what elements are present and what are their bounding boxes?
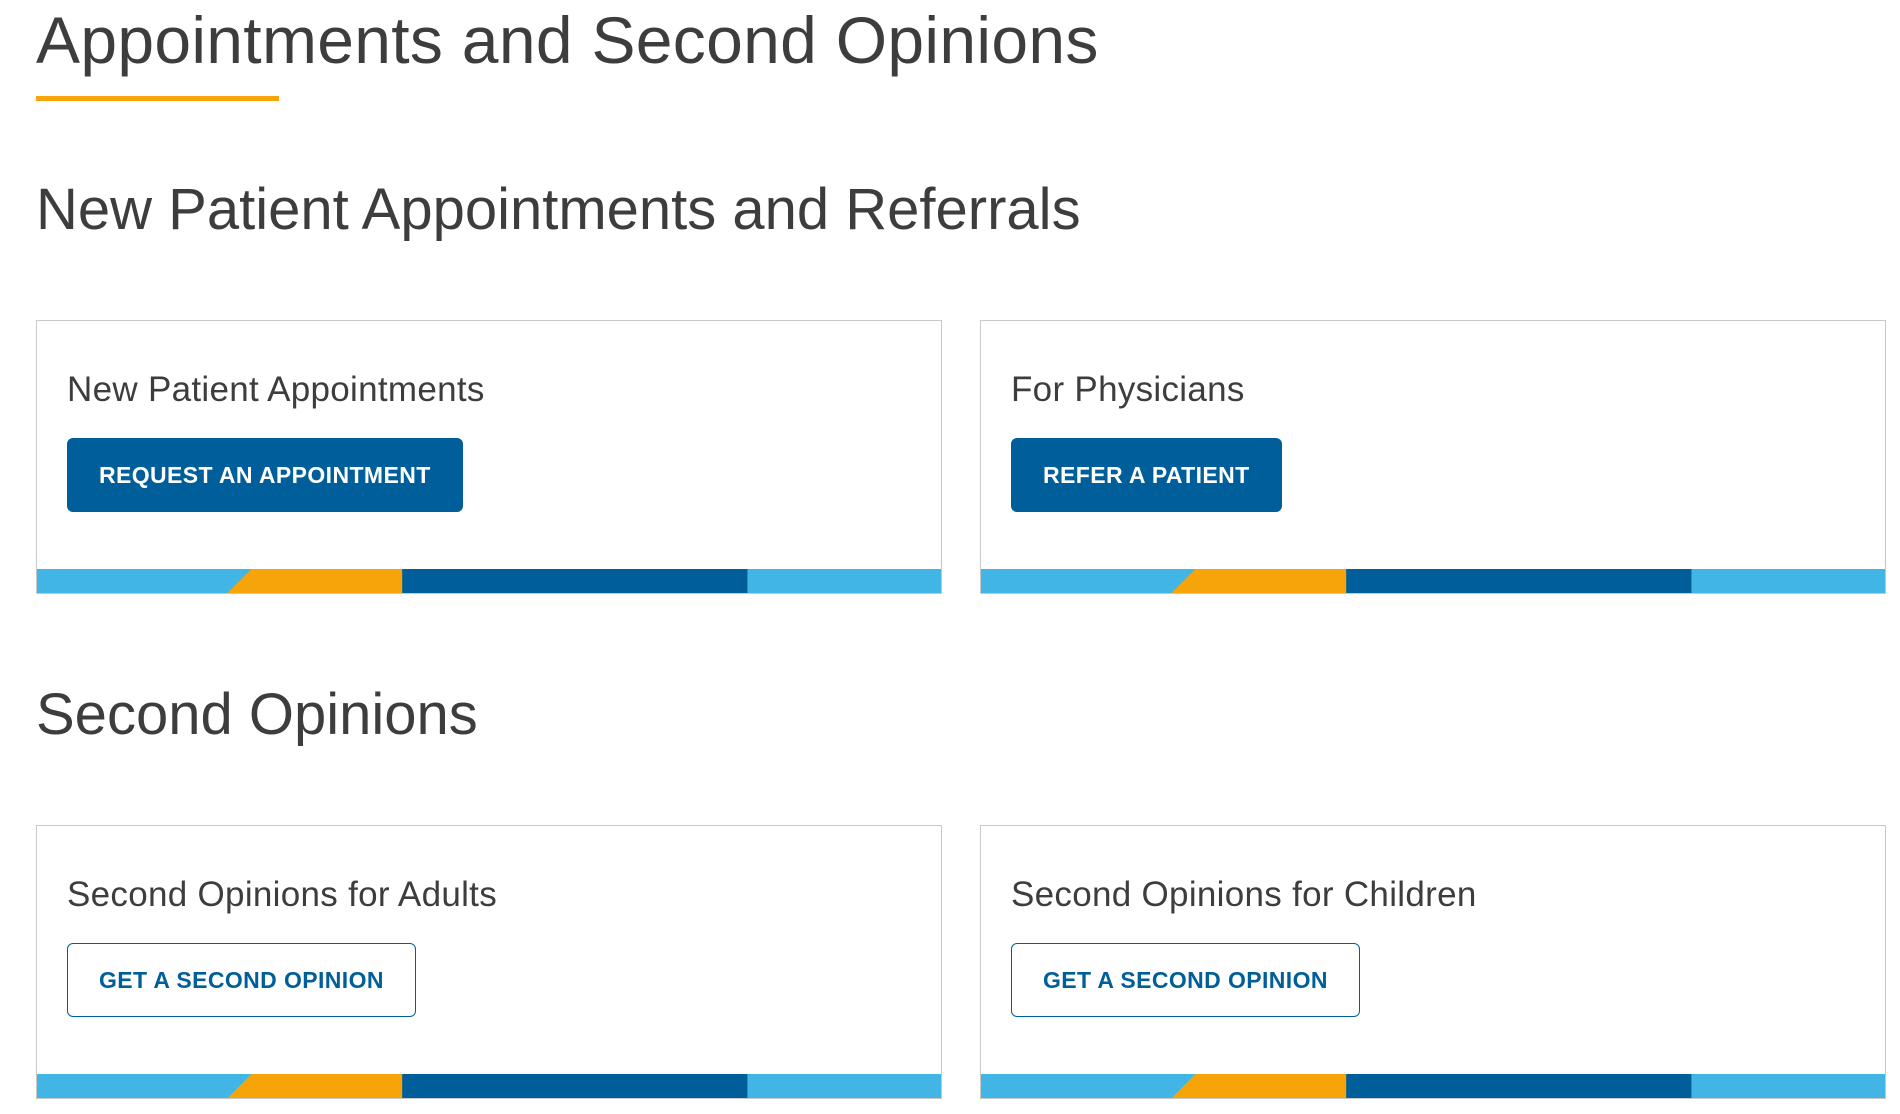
- decorative-stripe: [981, 1074, 1885, 1098]
- section-heading-second-opinions: Second Opinions: [36, 682, 478, 747]
- card-for-physicians: For Physicians REFER A PATIENT: [980, 320, 1886, 594]
- refer-patient-button[interactable]: REFER A PATIENT: [1011, 438, 1282, 512]
- second-opinion-children-button[interactable]: GET A SECOND OPINION: [1011, 943, 1360, 1017]
- request-appointment-button[interactable]: REQUEST AN APPOINTMENT: [67, 438, 463, 512]
- second-opinion-adults-button[interactable]: GET A SECOND OPINION: [67, 943, 416, 1017]
- page-title: Appointments and Second Opinions: [36, 3, 1099, 77]
- card-title: Second Opinions for Children: [1011, 875, 1477, 914]
- card-title: For Physicians: [1011, 370, 1245, 409]
- title-underline: [36, 96, 279, 101]
- decorative-stripe: [37, 1074, 941, 1098]
- card-second-opinions-children: Second Opinions for Children GET A SECON…: [980, 825, 1886, 1099]
- section-heading-appointments: New Patient Appointments and Referrals: [36, 177, 1081, 242]
- card-title: Second Opinions for Adults: [67, 875, 498, 914]
- card-second-opinions-adults: Second Opinions for Adults GET A SECOND …: [36, 825, 942, 1099]
- decorative-stripe: [981, 569, 1885, 593]
- card-title: New Patient Appointments: [67, 370, 485, 409]
- decorative-stripe: [37, 569, 941, 593]
- card-new-patient-appointments: New Patient Appointments REQUEST AN APPO…: [36, 320, 942, 594]
